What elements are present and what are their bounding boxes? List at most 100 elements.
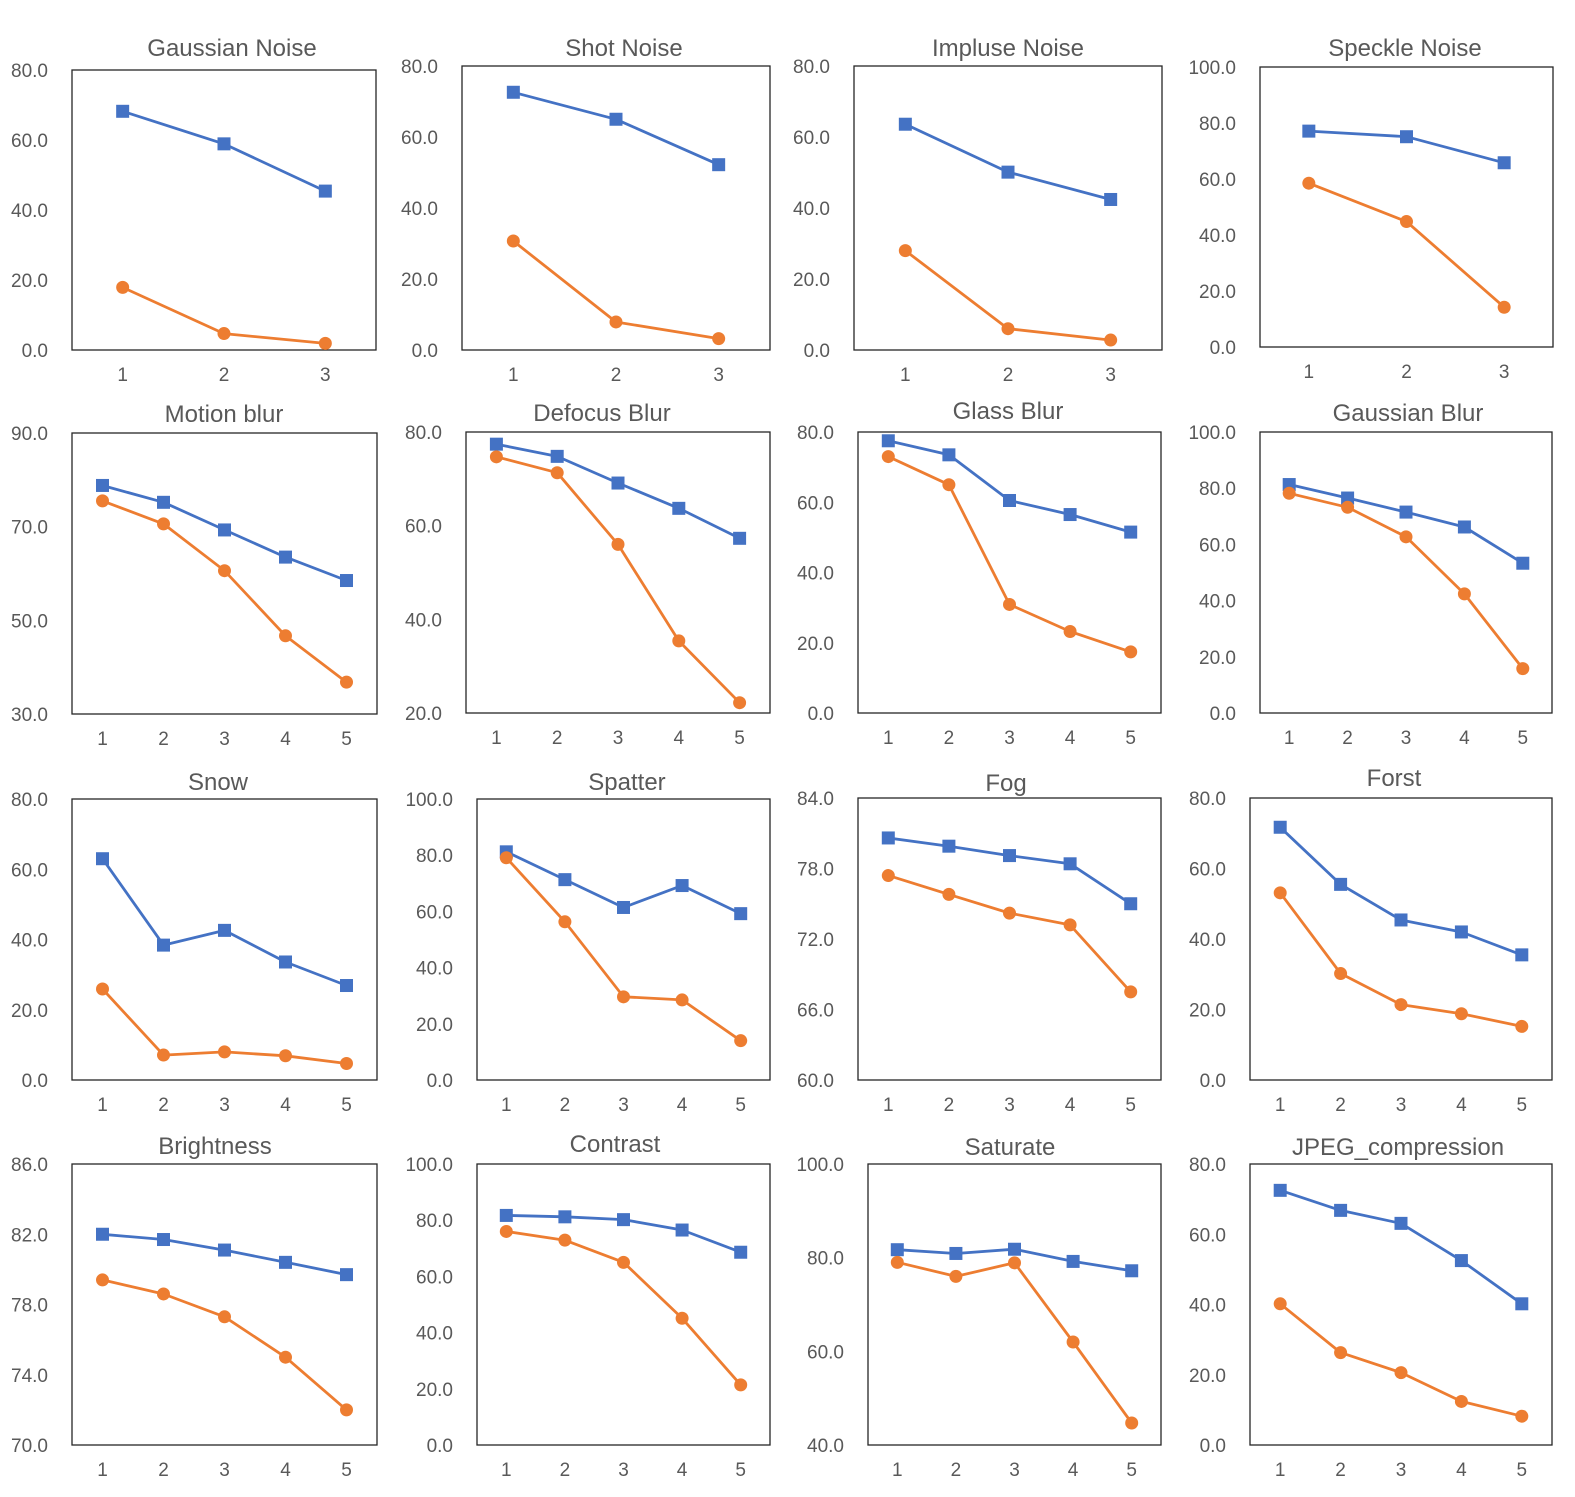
chart-panel: Brightness 70.0 74.0 78.0 82.0 86.0 1 2 3 4 5	[11, 1133, 378, 1481]
x-tick-label: 2	[1401, 362, 1412, 383]
x-tick-label: 1	[892, 1460, 903, 1481]
y-tick-label: 60.0	[11, 131, 48, 152]
plot-frame	[853, 65, 1163, 351]
x-tick-label: 3	[1009, 1460, 1020, 1481]
orange-circle-marker	[217, 327, 231, 341]
y-tick-label: 60.0	[416, 1267, 453, 1288]
x-tick-label: 3	[1396, 1460, 1407, 1481]
orange-circle-marker	[1454, 1394, 1468, 1408]
y-tick-label: 100.0	[1188, 423, 1236, 444]
y-tick-label: 80.0	[807, 1249, 844, 1270]
chart-title: Spatter	[588, 769, 665, 796]
plot-frame	[476, 798, 771, 1081]
orange-circle-marker	[558, 1233, 572, 1247]
y-tick-label: 40.0	[793, 199, 830, 220]
blue-square-marker	[1454, 1254, 1468, 1268]
orange-circle-marker	[96, 494, 109, 508]
chart-title: Saturate	[965, 1134, 1056, 1161]
orange-circle-marker	[1334, 1346, 1348, 1360]
blue-series-line	[1279, 1188, 1523, 1305]
blue-square-marker	[558, 1210, 572, 1224]
orange-series-line	[102, 1278, 348, 1411]
plot-frame	[857, 431, 1162, 714]
x-tick-label: 5	[735, 1095, 746, 1116]
orange-circle-marker	[279, 1049, 292, 1063]
orange-circle-marker	[672, 634, 686, 648]
orange-circle-marker	[1001, 322, 1015, 336]
blue-square-marker	[609, 112, 623, 126]
x-tick-label: 4	[1065, 1095, 1076, 1116]
orange-circle-marker	[1302, 176, 1316, 190]
orange-circle-marker	[1341, 500, 1355, 514]
y-tick-label: 30.0	[11, 705, 48, 726]
blue-square-marker	[1001, 165, 1015, 179]
orange-series-line	[887, 874, 1132, 993]
x-tick-label: 4	[1068, 1460, 1079, 1481]
y-tick-label: 20.0	[1199, 648, 1236, 669]
blue-square-marker	[218, 923, 231, 937]
orange-circle-marker	[1454, 1007, 1468, 1021]
blue-square-marker	[1124, 897, 1138, 911]
plot-frame	[1249, 1163, 1553, 1446]
blue-square-marker	[1516, 556, 1530, 570]
y-tick-label: 0.0	[1200, 1436, 1226, 1457]
x-tick-label: 1	[1275, 1095, 1286, 1116]
y-tick-label: 40.0	[416, 959, 453, 980]
orange-circle-marker	[218, 1310, 231, 1324]
blue-square-marker	[942, 448, 956, 462]
x-tick-label: 1	[501, 1095, 512, 1116]
blue-square-marker	[217, 137, 231, 151]
blue-series-line	[888, 836, 1132, 905]
x-tick-label: 5	[1517, 1095, 1528, 1116]
x-tick-label: 3	[613, 728, 624, 749]
orange-circle-marker	[1273, 886, 1287, 900]
blue-square-marker	[1400, 130, 1413, 144]
y-tick-label: 40.0	[401, 199, 438, 220]
y-tick-label: 0.0	[1210, 338, 1236, 359]
x-tick-label: 4	[280, 1095, 291, 1116]
x-tick-label: 2	[611, 365, 622, 386]
orange-circle-marker	[96, 982, 109, 996]
y-tick-label: 60.0	[401, 128, 438, 149]
orange-circle-marker	[1124, 985, 1138, 999]
orange-circle-marker	[218, 564, 231, 578]
y-tick-label: 20.0	[797, 634, 834, 655]
orange-circle-marker	[157, 517, 170, 531]
y-tick-label: 84.0	[797, 789, 834, 810]
chart-panel: Motion blur 30.0 50.0 70.0 90.0 1 2 3 4 5	[11, 401, 378, 750]
y-tick-label: 20.0	[1199, 282, 1236, 303]
x-tick-label: 4	[677, 1095, 688, 1116]
orange-circle-marker	[1400, 215, 1413, 229]
y-tick-label: 80.0	[797, 423, 834, 444]
blue-square-marker	[1394, 913, 1408, 927]
x-tick-label: 5	[341, 729, 352, 750]
blue-square-marker	[672, 501, 686, 515]
y-tick-label: 100.0	[1188, 58, 1236, 79]
x-tick-label: 2	[1335, 1095, 1346, 1116]
orange-circle-marker	[712, 332, 726, 346]
orange-circle-marker	[898, 244, 912, 258]
x-tick-label: 4	[677, 1460, 688, 1481]
blue-series-line	[887, 439, 1132, 534]
blue-square-marker	[340, 574, 353, 588]
chart-title: Snow	[188, 769, 249, 796]
y-tick-label: 80.0	[793, 57, 830, 78]
plot-frame	[461, 65, 771, 351]
x-tick-label: 2	[944, 728, 955, 749]
y-tick-label: 20.0	[401, 270, 438, 291]
blue-square-marker	[617, 900, 630, 914]
y-tick-label: 70.0	[11, 518, 48, 539]
blue-square-marker	[96, 478, 109, 492]
orange-circle-marker	[675, 1311, 689, 1325]
chart-panel: Forst 0.0 20.0 40.0 60.0 80.0 1 2 3 4 5	[1189, 765, 1553, 1116]
y-tick-label: 20.0	[11, 271, 48, 292]
y-tick-label: 0.0	[22, 341, 48, 362]
blue-square-marker	[218, 523, 231, 537]
orange-circle-marker	[1334, 967, 1348, 981]
orange-circle-marker	[1515, 1019, 1529, 1033]
x-tick-label: 1	[883, 1095, 894, 1116]
y-tick-label: 0.0	[22, 1071, 48, 1092]
blue-square-marker	[558, 873, 572, 887]
blue-square-marker	[1008, 1242, 1021, 1256]
